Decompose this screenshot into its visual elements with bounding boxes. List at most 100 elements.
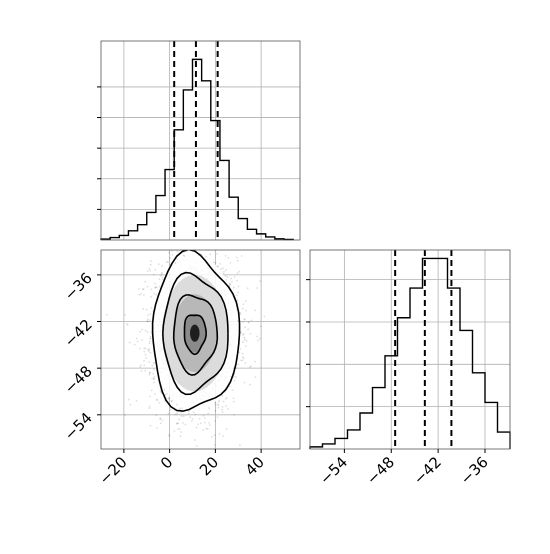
sample-point bbox=[151, 364, 154, 367]
sample-point bbox=[241, 352, 244, 355]
sample-point bbox=[239, 348, 242, 350]
sample-point bbox=[208, 422, 211, 424]
sample-point bbox=[154, 282, 157, 285]
contour-line bbox=[151, 250, 241, 412]
sample-point bbox=[176, 422, 178, 425]
sample-point bbox=[242, 333, 245, 335]
sample-point bbox=[217, 406, 220, 409]
sample-point bbox=[198, 235, 200, 237]
sample-point bbox=[155, 286, 158, 289]
sample-point bbox=[206, 427, 209, 430]
sample-point bbox=[232, 400, 235, 403]
y-tick-label: −48 bbox=[61, 362, 96, 397]
x-tick-label: 20 bbox=[196, 453, 222, 479]
sample-point bbox=[124, 414, 126, 416]
sample-point bbox=[244, 345, 247, 347]
sample-point bbox=[149, 337, 152, 340]
sample-point bbox=[146, 270, 149, 273]
sample-point bbox=[239, 313, 242, 316]
sample-point bbox=[165, 393, 168, 395]
sample-point bbox=[177, 422, 180, 425]
sample-point bbox=[226, 276, 229, 279]
x-tick-label: −54 bbox=[316, 453, 351, 488]
sample-point bbox=[149, 313, 152, 315]
sample-point bbox=[227, 407, 230, 410]
sample-point bbox=[170, 400, 173, 402]
sample-point bbox=[240, 255, 243, 257]
sample-point bbox=[182, 415, 185, 417]
sample-point bbox=[209, 253, 212, 256]
sample-point bbox=[144, 347, 147, 350]
sample-point bbox=[217, 401, 220, 403]
sample-point bbox=[203, 421, 206, 424]
sample-point bbox=[218, 433, 221, 435]
sample-point bbox=[245, 339, 248, 342]
sample-point bbox=[214, 420, 217, 422]
sample-point bbox=[148, 348, 151, 351]
sample-point bbox=[212, 244, 214, 246]
sample-point bbox=[148, 407, 151, 410]
x-tick-label: −42 bbox=[410, 453, 445, 488]
sample-point bbox=[149, 263, 152, 266]
sample-point bbox=[158, 278, 161, 281]
sample-point bbox=[237, 285, 240, 288]
sample-point bbox=[159, 390, 162, 393]
sample-point bbox=[146, 318, 149, 321]
sample-point bbox=[223, 270, 225, 273]
x-tick-label: −20 bbox=[96, 453, 131, 488]
sample-point bbox=[148, 371, 151, 374]
sample-point bbox=[249, 383, 251, 386]
sample-point bbox=[148, 268, 151, 270]
sample-point bbox=[273, 248, 275, 250]
sample-point bbox=[194, 413, 197, 416]
sample-point bbox=[186, 247, 188, 249]
sample-point bbox=[241, 307, 244, 310]
sample-point bbox=[214, 262, 217, 264]
sample-point bbox=[226, 396, 228, 399]
sample-point bbox=[148, 373, 151, 376]
sample-point bbox=[211, 435, 213, 438]
sample-point bbox=[250, 365, 253, 367]
sample-point bbox=[243, 318, 246, 320]
sample-point bbox=[152, 273, 155, 276]
sample-point bbox=[224, 398, 227, 400]
sample-point bbox=[149, 269, 152, 272]
sample-point bbox=[216, 416, 219, 418]
sample-point bbox=[208, 407, 211, 410]
sample-point bbox=[217, 265, 219, 268]
sample-point bbox=[236, 272, 239, 275]
sample-point bbox=[207, 242, 209, 244]
sample-point bbox=[243, 338, 246, 341]
sample-point bbox=[159, 422, 162, 425]
sample-point bbox=[143, 350, 146, 353]
sample-point bbox=[221, 394, 224, 397]
sample-point bbox=[231, 389, 234, 391]
sample-point bbox=[247, 328, 250, 331]
sample-point bbox=[161, 264, 163, 267]
sample-point bbox=[233, 379, 236, 382]
sample-point bbox=[167, 261, 169, 264]
sample-point bbox=[221, 408, 223, 411]
sample-point bbox=[237, 363, 240, 366]
sample-point bbox=[254, 376, 257, 379]
contour-line bbox=[172, 294, 219, 376]
sample-point bbox=[198, 242, 200, 244]
sample-point bbox=[161, 272, 163, 274]
sample-point bbox=[153, 378, 155, 381]
sample-point bbox=[223, 247, 225, 249]
sample-point bbox=[230, 277, 232, 280]
sample-point bbox=[143, 364, 146, 367]
sample-point bbox=[170, 400, 173, 403]
sample-point bbox=[150, 260, 152, 263]
sample-point bbox=[181, 248, 183, 250]
sample-point bbox=[242, 357, 245, 360]
sample-point bbox=[214, 409, 217, 412]
sample-point bbox=[147, 314, 150, 317]
sample-point bbox=[232, 397, 235, 400]
density-level bbox=[190, 324, 200, 342]
sample-point bbox=[230, 199, 232, 201]
sample-point bbox=[159, 417, 162, 420]
sample-point bbox=[254, 309, 256, 312]
sample-point bbox=[191, 418, 194, 420]
sample-point bbox=[174, 240, 176, 242]
